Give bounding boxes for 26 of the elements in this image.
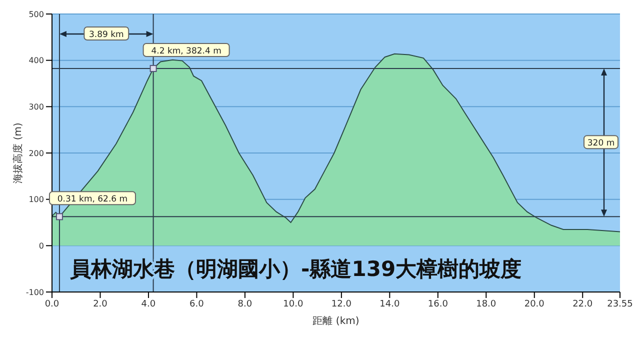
annotation: 0.31 km, 62.6 m — [57, 194, 128, 205]
x-tick-label: 16.0 — [428, 299, 448, 310]
annotation: 4.2 km, 382.4 m — [151, 46, 222, 56]
x-tick-label: 12.0 — [331, 299, 352, 310]
x-tick-label: 14.0 — [380, 299, 400, 310]
y-tick-label: 500 — [28, 10, 44, 19]
y-axis-title: 海拔高度 (m) — [12, 122, 24, 184]
x-tick-label: 20.0 — [524, 299, 545, 310]
y-tick-label: -100 — [26, 288, 44, 297]
x-tick-label: 10.0 — [283, 299, 304, 310]
x-tick-label: 18.0 — [476, 299, 496, 310]
y-tick-label: 400 — [28, 56, 44, 66]
annotation: 3.89 km — [88, 30, 124, 40]
x-tick-label: 0.0 — [44, 299, 60, 310]
x-axis-title: 距離 (km) — [312, 315, 360, 327]
x-tick-label: 8.0 — [238, 299, 252, 310]
x-tick-label: 22.0 — [572, 299, 593, 310]
annotation: 320 m — [587, 138, 615, 149]
y-tick-label: 200 — [28, 148, 44, 158]
y-tick-label: 300 — [28, 102, 44, 112]
x-tick-label: 23.55 — [607, 299, 633, 310]
x-tick-label: 6.0 — [190, 299, 204, 310]
y-tick-label: 0 — [38, 242, 44, 251]
x-tick-label: 4.0 — [141, 299, 156, 310]
x-tick-label: 2.0 — [93, 299, 108, 310]
y-tick-label: 100 — [28, 195, 44, 204]
